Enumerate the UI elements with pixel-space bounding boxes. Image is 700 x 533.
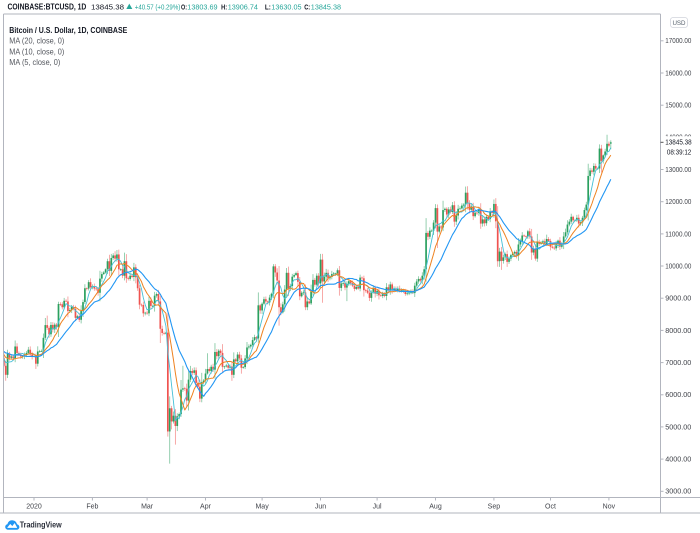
svg-text:11000.00: 11000.00 (665, 231, 691, 238)
svg-text:Jun: Jun (315, 503, 326, 510)
svg-text:13845.38: 13845.38 (91, 2, 124, 11)
svg-text:Apr: Apr (200, 503, 212, 510)
svg-text:H:: H: (221, 2, 227, 11)
svg-text:17000.00: 17000.00 (665, 38, 691, 45)
svg-text:Bitcoin / U.S. Dollar, 1D, COI: Bitcoin / U.S. Dollar, 1D, COINBASE (9, 26, 128, 35)
svg-text:16000.00: 16000.00 (665, 70, 691, 77)
svg-text:7000.00: 7000.00 (665, 360, 691, 367)
svg-text:Jul: Jul (373, 503, 382, 510)
svg-text:COINBASE:BTCUSD, 1D: COINBASE:BTCUSD, 1D (8, 1, 87, 11)
svg-text:13803.69: 13803.69 (187, 2, 217, 11)
svg-text:4000.00: 4000.00 (665, 457, 691, 464)
svg-text:TradingView: TradingView (20, 520, 63, 529)
svg-text:12000.00: 12000.00 (665, 199, 691, 206)
svg-text:L:: L: (265, 2, 271, 11)
svg-text:Feb: Feb (86, 503, 98, 510)
svg-text:08:39:12: 08:39:12 (667, 150, 692, 157)
svg-text:MA (5, close, 0): MA (5, close, 0) (9, 58, 60, 67)
svg-text:10000.00: 10000.00 (665, 263, 691, 270)
svg-text:6000.00: 6000.00 (665, 392, 691, 399)
svg-text:C:: C: (304, 2, 310, 11)
svg-text:13630.05: 13630.05 (271, 2, 301, 11)
svg-text:15000.00: 15000.00 (665, 103, 691, 110)
svg-text:Oct: Oct (545, 503, 556, 510)
svg-text:8000.00: 8000.00 (665, 328, 691, 335)
svg-text:MA (10, close, 0): MA (10, close, 0) (9, 47, 64, 56)
svg-text:O:: O: (181, 2, 187, 11)
svg-text:May: May (255, 503, 269, 510)
svg-text:13906.74: 13906.74 (228, 2, 258, 11)
svg-text:13845.38: 13845.38 (665, 140, 691, 147)
svg-text:USD: USD (672, 20, 686, 27)
svg-text:13000.00: 13000.00 (665, 167, 691, 174)
svg-text:5000.00: 5000.00 (665, 424, 691, 431)
svg-text:MA (20, close, 0): MA (20, close, 0) (9, 37, 64, 46)
svg-text:9000.00: 9000.00 (665, 296, 691, 303)
svg-text:2020: 2020 (26, 503, 42, 510)
svg-text:Nov: Nov (603, 503, 616, 510)
svg-text:+40.57 (+0.29%): +40.57 (+0.29%) (135, 2, 181, 11)
svg-text:3000.00: 3000.00 (665, 489, 691, 496)
svg-text:Sep: Sep (488, 503, 501, 510)
svg-text:Mar: Mar (141, 503, 154, 510)
svg-text:Aug: Aug (429, 503, 442, 510)
svg-text:13845.38: 13845.38 (311, 2, 341, 11)
